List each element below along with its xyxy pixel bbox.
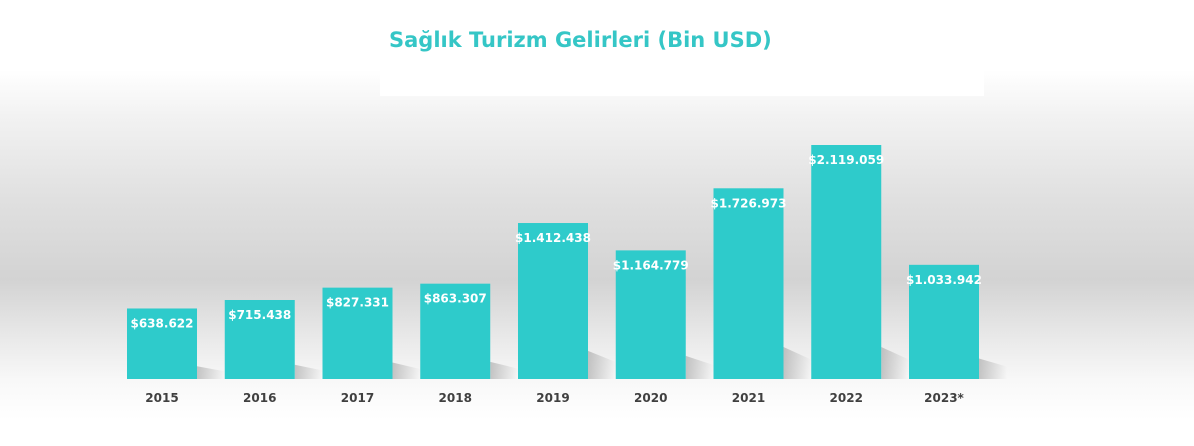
data-label: $1.412.438	[515, 231, 591, 245]
x-tick-label: 2018	[439, 391, 472, 405]
bar-shadow	[490, 361, 519, 379]
data-label: $1.033.942	[906, 273, 982, 287]
x-tick-label: 2022	[830, 391, 863, 405]
bar-2015	[127, 308, 197, 379]
bar-shadow	[392, 362, 421, 379]
x-tick-label: 2019	[536, 391, 569, 405]
bar-2019	[518, 223, 588, 379]
bar-2017	[322, 287, 393, 379]
title-area	[380, 0, 984, 96]
x-tick-label: 2023*	[924, 391, 964, 405]
bar-2020	[615, 250, 686, 379]
data-label: $1.726.973	[711, 196, 787, 210]
chart-title: Sağlık Turizm Gelirleri (Bin USD)	[389, 28, 772, 52]
data-label: $827.331	[326, 296, 389, 310]
x-tick-label: 2015	[145, 391, 178, 405]
bar-shadow	[783, 347, 812, 379]
bar-2023*	[909, 264, 979, 379]
bar-shadow	[881, 347, 910, 379]
x-tick-label: 2020	[634, 391, 667, 405]
bar-2021	[713, 188, 784, 379]
bar-2016	[224, 299, 295, 379]
data-label: $638.622	[130, 316, 193, 330]
bar-shadow	[979, 358, 1007, 379]
data-label: $863.307	[424, 292, 487, 306]
bar-shadow	[197, 366, 225, 379]
x-tick-label: 2021	[732, 391, 765, 405]
x-tick-label: 2016	[243, 391, 276, 405]
bar-shadow	[294, 364, 323, 379]
bar-shadow	[588, 350, 616, 379]
bar-shadow	[685, 355, 714, 379]
data-label: $1.164.779	[613, 258, 689, 272]
bar-2018	[420, 283, 491, 379]
bar-2022	[811, 145, 882, 379]
x-tick-label: 2017	[341, 391, 374, 405]
data-label: $715.438	[228, 308, 291, 322]
data-label: $2.119.059	[808, 153, 884, 167]
